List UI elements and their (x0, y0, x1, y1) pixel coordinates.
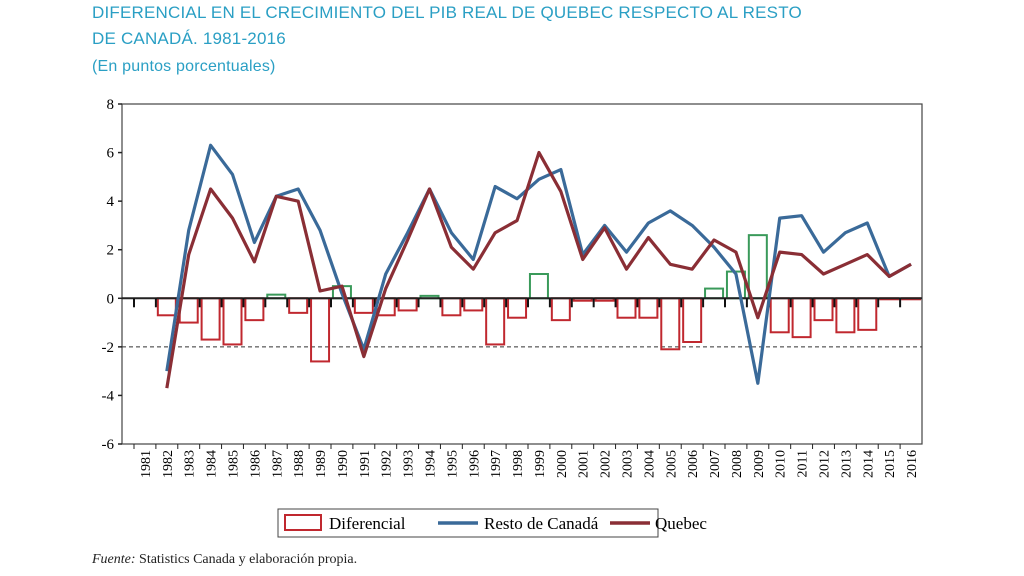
chart-subtitle: (En puntos porcentuales) (92, 58, 276, 75)
x-tick-label: 2008 (730, 450, 745, 478)
bar-diferencial (769, 297, 790, 334)
bar-diferencial (660, 297, 681, 351)
y-tick-label: 8 (107, 97, 115, 113)
y-tick-label: -2 (102, 340, 115, 356)
bar-diferencial (638, 297, 659, 319)
x-tick-label: 2012 (818, 450, 833, 478)
x-tick-label: 2007 (708, 450, 723, 478)
x-tick-label: 1991 (358, 450, 373, 478)
y-tick-label: 2 (107, 243, 115, 259)
line-quebec (165, 150, 912, 389)
x-tick-label: 1981 (139, 450, 154, 478)
x-tick-label: 2006 (686, 450, 701, 478)
x-tick-label: 2014 (861, 450, 876, 478)
x-tick-label: 2010 (774, 450, 789, 478)
legend-label-quebec: Quebec (655, 514, 707, 533)
bar-diferencial (156, 297, 177, 317)
y-tick-label: 0 (107, 291, 115, 307)
x-tick-label: 2001 (577, 450, 592, 478)
bar-diferencial (507, 297, 528, 319)
legend (277, 508, 659, 538)
x-tick-label: 1989 (314, 450, 329, 478)
x-tick-label: 2000 (555, 450, 570, 478)
x-tick-label: 1990 (336, 450, 351, 478)
bar-diferencial (550, 297, 571, 322)
bar-diferencial (835, 297, 856, 334)
bar-diferencial (857, 297, 878, 331)
chart-title-line2: DE CANADÁ. 1981-2016 (92, 29, 286, 48)
x-tick-label: 2009 (752, 450, 767, 478)
bar-diferencial (200, 297, 221, 341)
bar-diferencial (353, 297, 374, 314)
legend-swatch-diferencial (284, 514, 322, 531)
x-tick-label: 1995 (445, 450, 460, 478)
bar-diferencial (528, 273, 549, 300)
bar-diferencial (616, 297, 637, 319)
x-tick-label: 1993 (402, 450, 417, 478)
x-tick-label: 1984 (205, 450, 220, 478)
source-note: Fuente: Statistics Canada y elaboración … (92, 552, 357, 568)
bar-diferencial (288, 297, 309, 314)
plot-frame (121, 103, 923, 445)
x-tick-label: 1982 (161, 450, 176, 478)
x-tick-label: 1994 (424, 450, 439, 478)
x-tick-label: 2002 (599, 450, 614, 478)
x-tick-label: 1986 (248, 450, 263, 478)
x-tick-label: 1985 (227, 450, 242, 478)
legend-label-resto: Resto de Canadá (484, 514, 599, 533)
x-tick-label: 1996 (467, 450, 482, 478)
x-tick-label: 1992 (380, 450, 395, 478)
x-tick-label: 2004 (642, 450, 657, 478)
legend-label-diferencial: Diferencial (329, 514, 406, 533)
line-resto-de-canad- (165, 143, 912, 385)
x-tick-label: 1987 (270, 450, 285, 478)
bar-diferencial (791, 297, 812, 339)
y-tick-label: -4 (102, 388, 115, 404)
x-tick-label: 2015 (883, 450, 898, 478)
y-tick-label: 4 (107, 194, 115, 210)
source-label: Fuente: (92, 552, 136, 567)
bar-diferencial (441, 297, 462, 317)
x-tick-label: 2011 (796, 450, 811, 477)
bar-diferencial (463, 297, 484, 312)
x-tick-label: 1988 (292, 450, 307, 478)
source-text: Statistics Canada y elaboración propia. (135, 552, 358, 567)
x-tick-label: 1997 (489, 450, 504, 478)
y-tick-label: 6 (107, 146, 115, 162)
bar-diferencial (222, 297, 243, 346)
bar-diferencial (813, 297, 834, 322)
chart-title-line1: DIFERENCIAL EN EL CRECIMIENTO DEL PIB RE… (92, 3, 802, 22)
bar-diferencial (310, 297, 331, 363)
bar-diferencial (682, 297, 703, 343)
bar-diferencial (485, 297, 506, 346)
x-tick-label: 1999 (533, 450, 548, 478)
x-tick-label: 2003 (621, 450, 636, 478)
bar-diferencial (704, 287, 725, 300)
x-tick-label: 1983 (183, 450, 198, 478)
x-tick-label: 2005 (664, 450, 679, 478)
bar-diferencial (244, 297, 265, 322)
bar-diferencial (747, 234, 768, 300)
x-tick-label: 2016 (905, 450, 920, 478)
x-tick-label: 2013 (839, 450, 854, 478)
y-tick-label: -6 (102, 437, 115, 453)
bar-diferencial (397, 297, 418, 312)
x-tick-label: 1998 (511, 450, 526, 478)
